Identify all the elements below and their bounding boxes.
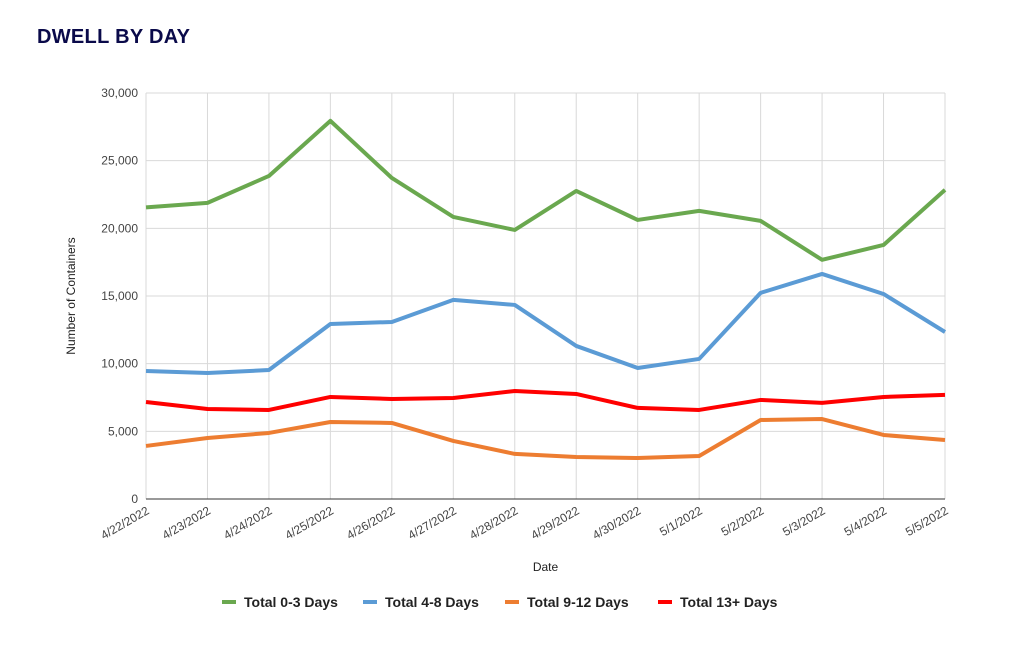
x-tick-label: 5/1/2022 [657,503,705,539]
x-tick-label: 4/29/2022 [528,503,582,542]
x-tick-label: 4/24/2022 [221,503,275,542]
x-tick-label: 5/5/2022 [903,503,951,539]
y-tick-label: 25,000 [101,154,138,168]
x-tick-label: 4/23/2022 [160,503,214,542]
x-tick-label: 4/26/2022 [344,503,398,542]
x-tick-label: 4/28/2022 [467,503,521,542]
x-tick-label: 5/4/2022 [842,503,890,539]
x-tick-label: 4/22/2022 [98,503,152,542]
series-line-total-0-3-days [145,118,947,262]
x-tick-label: 5/3/2022 [780,503,828,539]
legend-label: Total 13+ Days [680,594,778,610]
y-tick-label: 20,000 [101,221,138,235]
y-axis-title: Number of Containers [64,237,78,354]
chart-title: DWELL BY DAY [37,26,191,48]
legend-label: Total 9-12 Days [527,594,629,610]
y-tick-label: 10,000 [101,357,138,371]
legend-label: Total 0-3 Days [244,594,338,610]
series-line-total-13-days [145,389,946,412]
series-line-total-9-12-days [145,417,946,460]
y-tick-label: 5,000 [108,424,138,438]
y-tick-label: 0 [131,492,138,506]
x-tick-label: 4/25/2022 [283,503,337,542]
series-line-total-4-8-days [145,271,947,376]
y-tick-label: 30,000 [101,86,138,100]
x-axis-title: Date [533,560,559,574]
x-tick-label: 4/27/2022 [406,503,460,542]
x-tick-label: 5/2/2022 [719,503,767,539]
legend-label: Total 4-8 Days [385,594,479,610]
y-tick-label: 15,000 [101,289,138,303]
x-tick-label: 4/30/2022 [590,503,644,542]
